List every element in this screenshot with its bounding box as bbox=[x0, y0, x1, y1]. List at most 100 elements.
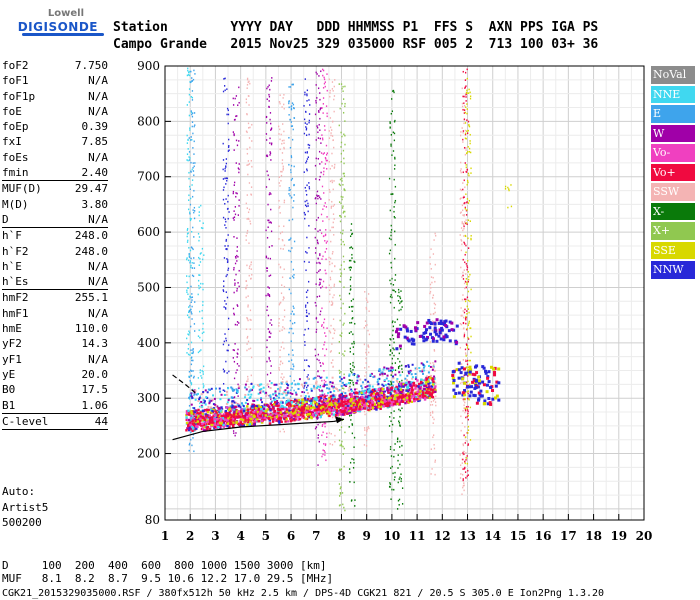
echo-streak-dot bbox=[344, 143, 346, 146]
echo-point bbox=[219, 398, 222, 401]
echo-streak-dot bbox=[187, 69, 189, 72]
echo-point bbox=[191, 427, 195, 430]
echo-streak-dot bbox=[191, 247, 193, 249]
echo-point bbox=[407, 390, 410, 393]
echo-streak-dot bbox=[459, 170, 462, 172]
echo-streak-dot bbox=[510, 205, 513, 208]
echo-point bbox=[389, 400, 393, 404]
echo-streak-dot bbox=[245, 98, 247, 101]
echo-streak-dot bbox=[222, 290, 225, 293]
echo-streak-dot bbox=[465, 137, 467, 140]
echo-streak-dot bbox=[432, 436, 434, 439]
echo-streak-dot bbox=[227, 217, 229, 220]
echo-streak-dot bbox=[187, 333, 189, 335]
echo-streak-dot bbox=[304, 122, 306, 124]
echo-point bbox=[407, 395, 411, 399]
echo-streak-dot bbox=[324, 332, 326, 334]
echo-streak-dot bbox=[465, 439, 467, 442]
echo-streak-dot bbox=[460, 429, 462, 432]
echo-streak-dot bbox=[400, 301, 402, 303]
echo-streak-dot bbox=[333, 166, 336, 168]
echo-point bbox=[264, 410, 268, 413]
echo-streak-dot bbox=[288, 288, 290, 291]
echo-streak-dot bbox=[339, 469, 341, 472]
echo-streak-dot bbox=[340, 152, 343, 155]
echo-point bbox=[430, 377, 434, 380]
echo-point bbox=[200, 393, 203, 396]
echo-point bbox=[270, 382, 273, 385]
echo-streak-dot bbox=[251, 273, 253, 276]
echo-streak-dot bbox=[470, 351, 472, 354]
echo-streak-dot bbox=[245, 101, 248, 104]
echo-point bbox=[199, 417, 202, 421]
echo-streak-dot bbox=[203, 254, 205, 256]
echo-streak-dot bbox=[238, 86, 240, 89]
echo-streak-dot bbox=[293, 200, 295, 202]
echo-streak-dot bbox=[323, 393, 326, 395]
echo-streak-dot bbox=[469, 97, 472, 100]
echo-point bbox=[203, 401, 206, 404]
echo-streak-dot bbox=[308, 261, 310, 263]
echo-streak-dot bbox=[266, 98, 268, 101]
echo-streak-dot bbox=[319, 117, 321, 120]
echo-streak-dot bbox=[328, 432, 331, 434]
echo-streak-dot bbox=[292, 363, 294, 366]
param-key: foEs bbox=[2, 150, 29, 164]
echo-streak-dot bbox=[431, 468, 433, 470]
echo-streak-dot bbox=[306, 376, 308, 378]
echo-point bbox=[250, 405, 253, 408]
echo-streak-dot bbox=[289, 395, 292, 398]
echo-streak-dot bbox=[323, 318, 326, 321]
echo-streak-dot bbox=[351, 371, 353, 374]
echo-point bbox=[362, 398, 366, 402]
echo-point bbox=[372, 390, 375, 393]
echo-streak-dot bbox=[278, 303, 281, 306]
echo-point bbox=[199, 415, 202, 418]
echo-point bbox=[387, 391, 390, 394]
echo-point bbox=[317, 396, 320, 399]
echo-point bbox=[213, 420, 217, 423]
echo-point bbox=[348, 373, 351, 376]
echo-streak-dot bbox=[246, 78, 249, 81]
echo-streak-dot bbox=[281, 159, 284, 161]
echo-streak-dot bbox=[394, 290, 397, 293]
echo-point bbox=[371, 395, 374, 398]
echo-point bbox=[410, 387, 414, 390]
echo-streak-dot bbox=[280, 174, 283, 177]
echo-streak-dot bbox=[278, 263, 280, 266]
echo-streak-dot bbox=[466, 407, 468, 410]
echo-point bbox=[212, 403, 215, 406]
echo-streak-dot bbox=[460, 415, 462, 418]
echo-streak-dot bbox=[433, 302, 435, 305]
echo-point bbox=[376, 393, 379, 396]
echo-streak-dot bbox=[190, 111, 193, 114]
echo-point bbox=[232, 421, 235, 424]
echo-streak-dot bbox=[321, 423, 324, 426]
echo-point bbox=[367, 380, 370, 383]
echo-point bbox=[243, 422, 246, 425]
echo-point bbox=[206, 410, 210, 414]
echo-streak-dot bbox=[322, 397, 324, 400]
echo-streak-dot bbox=[343, 260, 345, 263]
echo-streak-dot bbox=[317, 370, 319, 373]
echo-point bbox=[433, 375, 436, 378]
echo-point bbox=[237, 385, 240, 388]
echo-point bbox=[258, 412, 261, 415]
echo-point bbox=[427, 391, 431, 394]
echo-streak-dot bbox=[189, 217, 191, 220]
echo-streak-dot bbox=[350, 246, 352, 248]
echo-point bbox=[405, 389, 408, 392]
echo-streak-dot bbox=[187, 148, 189, 150]
echo-point bbox=[329, 407, 332, 411]
echo-streak-dot bbox=[462, 182, 464, 184]
echo-streak-dot bbox=[225, 158, 228, 160]
echo-point bbox=[338, 394, 341, 397]
echo-streak-dot bbox=[318, 123, 320, 126]
echo-point bbox=[249, 420, 252, 424]
echo-streak-dot bbox=[465, 149, 467, 151]
echo-streak-dot bbox=[462, 188, 464, 191]
echo-point bbox=[388, 391, 391, 394]
echo-streak-dot bbox=[323, 192, 325, 194]
echo-streak-dot bbox=[363, 427, 366, 429]
echo-point bbox=[241, 414, 245, 418]
